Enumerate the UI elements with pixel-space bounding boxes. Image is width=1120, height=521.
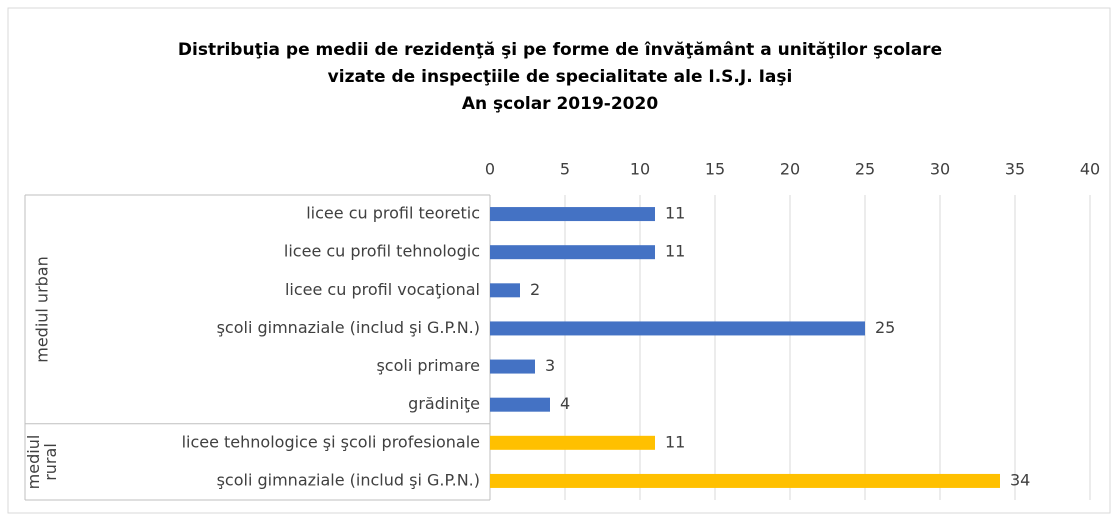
data-label: 25 [875,318,895,337]
category-label: grădiniţe [408,394,480,413]
group-label: mediul urban [32,256,52,363]
x-tick-label: 0 [485,160,495,179]
data-label: 2 [530,280,540,299]
x-tick-label: 15 [705,160,725,179]
data-label: 11 [665,204,685,223]
category-label: şcoli primare [376,356,480,375]
x-tick-label: 35 [1005,160,1025,179]
chart-title: An şcolar 2019-2020 [462,94,659,114]
x-tick-label: 5 [560,160,570,179]
bar [490,321,865,336]
x-tick-label: 25 [855,160,875,179]
category-label: şcoli gimnaziale (includ şi G.P.N.) [217,470,480,489]
chart-title: Distribuţia pe medii de rezidenţă şi pe … [178,40,942,60]
x-tick-label: 20 [780,160,800,179]
group-label: mediul rural [24,434,60,490]
x-tick-label: 10 [630,160,650,179]
bar [490,473,1000,488]
chart-title: vizate de inspecţiile de specialitate al… [328,67,793,87]
data-label: 11 [665,432,685,451]
bar [490,283,520,298]
category-label: şcoli gimnaziale (includ şi G.P.N.) [217,318,480,337]
x-tick-label: 40 [1080,160,1100,179]
bar [490,359,535,374]
bar [490,435,655,450]
chart-frame [7,7,1111,514]
category-label: licee cu profil teoretic [306,204,480,223]
category-label: licee cu profil vocaţional [285,280,480,299]
category-label: licee tehnologice şi şcoli profesionale [182,432,480,451]
category-label: licee cu profil tehnologic [284,242,480,261]
data-label: 3 [545,356,555,375]
bar [490,245,655,260]
bar [490,397,550,412]
data-label: 34 [1010,470,1030,489]
bar [490,207,655,222]
data-label: 11 [665,242,685,261]
data-label: 4 [560,394,570,413]
x-tick-label: 30 [930,160,950,179]
